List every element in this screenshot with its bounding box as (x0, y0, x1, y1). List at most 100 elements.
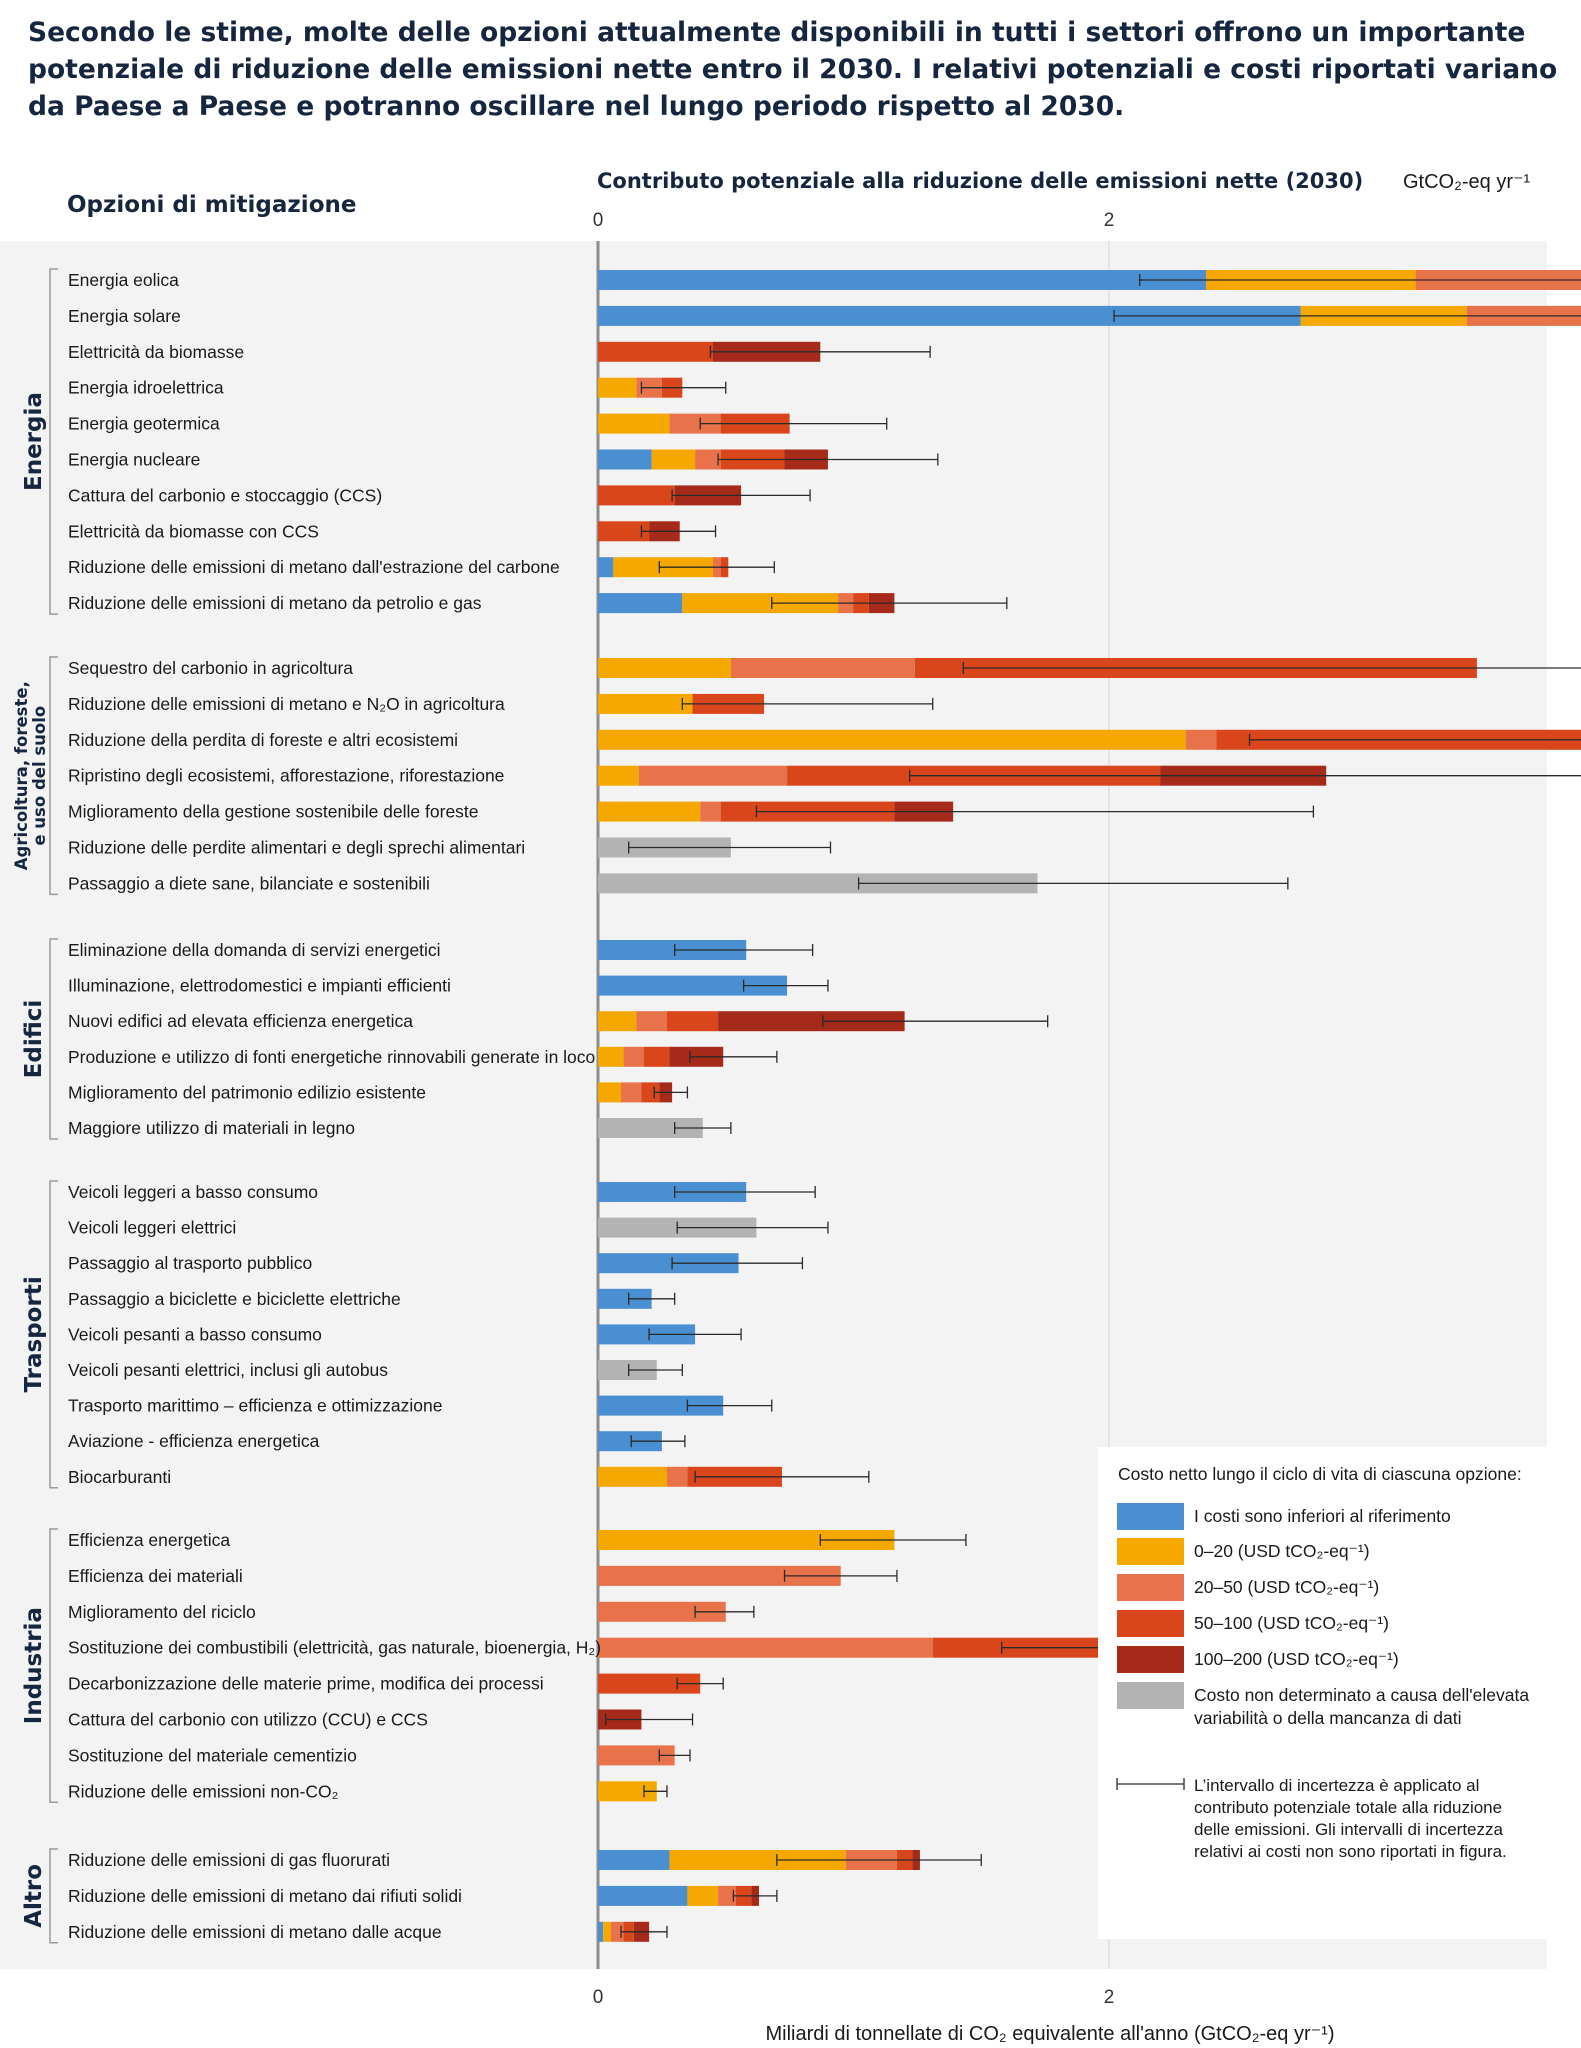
bar-segment-c1 (598, 765, 639, 786)
bar-segment-c0 (598, 1182, 747, 1202)
bar-segment-c0 (598, 940, 747, 960)
bar-segment-c0 (598, 1885, 688, 1906)
uncertainty-note-line: L’intervallo di incertezza è applicato a… (1194, 1776, 1479, 1795)
option-label: Cattura del carbonio e stoccaggio (CCS) (68, 485, 382, 505)
bar-segment-c1 (598, 1082, 621, 1103)
legend-label-part: Costo non determinato a causa dell'eleva… (1194, 1685, 1529, 1705)
sector-label: Industria (21, 1607, 47, 1724)
bar-segment-c0 (598, 1850, 670, 1870)
legend-swatch (1117, 1574, 1184, 1601)
bar-segment-c2 (638, 765, 788, 786)
bar-segment-c3 (598, 485, 675, 506)
sector-label-part: e uso del suolo (30, 706, 49, 846)
option-label: Riduzione della perdita di foreste e alt… (68, 730, 458, 750)
option-label: Riduzione delle emissioni di metano dai … (68, 1886, 462, 1906)
option-label: Sostituzione del materiale cementizio (68, 1745, 357, 1765)
legend-label: 50–100 (USD tCO₂-eq⁻¹) (1194, 1613, 1389, 1633)
option-label: Passaggio a biciclette e biciclette elet… (68, 1289, 401, 1309)
bar-segment-c1 (682, 593, 839, 614)
legend-swatch (1117, 1646, 1184, 1673)
bar-segment-c0 (598, 1324, 696, 1345)
option-label: Riduzione delle emissioni di metano dall… (68, 557, 560, 577)
bar-segment-nd (598, 873, 1038, 894)
option-label: Riduzione delle emissioni non-CO₂ (68, 1781, 338, 1801)
options-header: Opzioni di mitigazione (67, 192, 356, 218)
sector-label: Trasporti (21, 1276, 47, 1392)
bar-segment-c0 (598, 593, 683, 614)
bar-segment-c2 (730, 658, 915, 678)
option-label: Veicoli pesanti a basso consumo (68, 1324, 322, 1344)
legend-label-part: variabilità o della mancanza di dati (1194, 1708, 1462, 1728)
uncertainty-note-line: contributo potenziale totale alla riduzi… (1194, 1798, 1502, 1817)
option-label: Ripristino degli ecosistemi, afforestazi… (68, 766, 504, 786)
option-label: Decarbonizzazione delle materie prime, m… (68, 1674, 544, 1694)
bar-segment-nd (598, 1118, 703, 1138)
option-label: Sequestro del carbonio in agricoltura (68, 658, 353, 678)
bar-segment-c1 (598, 1011, 637, 1032)
bar-segment-c1 (603, 1921, 611, 1942)
legend-label: 20–50 (USD tCO₂-eq⁻¹) (1194, 1577, 1379, 1597)
bar-segment-c0 (598, 1921, 604, 1942)
option-label: Sostituzione dei combustibili (elettrici… (68, 1638, 601, 1658)
option-label: Riduzione delle emissioni di gas fluorur… (68, 1850, 390, 1870)
bar-segment-c0 (598, 557, 614, 578)
legend-label: 0–20 (USD tCO₂-eq⁻¹) (1194, 1541, 1370, 1561)
bar-segment-c2 (598, 1565, 841, 1586)
sector-label-part: Agricoltura, foreste, (12, 681, 31, 870)
uncertainty-note-line: relativi ai costi non sono riportati in … (1194, 1842, 1507, 1861)
bar-segment-c2 (1185, 729, 1217, 750)
option-label: Trasporto marittimo – efficienza e ottim… (68, 1396, 442, 1416)
option-label: Efficienza dei materiali (68, 1566, 243, 1586)
bar-segment-c3 (598, 521, 650, 542)
bar-segment-c0 (598, 975, 788, 996)
bar-segment-c4 (718, 1011, 905, 1032)
sector-bracket (49, 1848, 58, 1944)
option-label: Passaggio a diete sane, bilanciate e sos… (68, 873, 430, 893)
bar-segment-c2 (598, 1745, 675, 1766)
bottom-tick-label: 0 (593, 1987, 604, 2008)
option-label: Energia idroelettrica (68, 378, 224, 398)
bar-segment-c2 (718, 1885, 736, 1906)
option-label: Produzione e utilizzo di fonti energetic… (68, 1047, 595, 1067)
option-label: Aviazione - efficienza energetica (68, 1431, 320, 1451)
option-label: Cattura del carbonio con utilizzo (CCU) … (68, 1710, 428, 1730)
option-label: Passaggio al trasporto pubblico (68, 1253, 312, 1273)
bar-segment-c1 (687, 1885, 719, 1906)
option-label: Elettricità da biomasse con CCS (68, 521, 319, 541)
bar-segment-c1 (669, 1850, 846, 1870)
bar-segment-c2 (666, 1466, 688, 1487)
option-label: Veicoli pesanti elettrici, inclusi gli a… (68, 1360, 388, 1380)
sector-bracket (49, 268, 58, 615)
option-label: Energia solare (68, 306, 181, 326)
sector-label: Energia (21, 392, 47, 491)
legend-swatch (1117, 1682, 1184, 1709)
bar-segment-c1 (598, 413, 670, 434)
bar-segment-c2 (700, 801, 721, 822)
bar-segment-c1 (598, 1781, 657, 1802)
bar-segment-c0 (598, 270, 1207, 290)
top-axis-title: Contributo potenziale alla riduzione del… (597, 169, 1363, 193)
option-label: Illuminazione, elettrodomestici e impian… (68, 976, 451, 996)
option-label: Riduzione delle perdite alimentari e deg… (68, 838, 525, 858)
sector-label: Edifici (21, 1000, 47, 1079)
bar-segment-c0 (598, 1288, 652, 1309)
top-tick-label: 0 (593, 210, 604, 231)
bar-segment-c1 (598, 658, 731, 678)
bottom-axis-title: Miliardi di tonnellate di CO₂ equivalent… (765, 2023, 1334, 2045)
legend-label: I costi sono inferiori al riferimento (1194, 1506, 1451, 1526)
uncertainty-note-line: delle emissioni. Gli intervalli di incer… (1194, 1820, 1504, 1839)
bar-segment-c1 (651, 449, 696, 470)
option-label: Energia nucleare (68, 450, 200, 470)
bar-segment-c2 (623, 1046, 644, 1067)
option-label: Energia eolica (68, 270, 179, 290)
option-label: Maggiore utilizzo di materiali in legno (68, 1118, 355, 1138)
bar-segment-c2 (598, 1601, 726, 1622)
bar-segment-nd (598, 1360, 657, 1380)
option-label: Riduzione delle emissioni di metano dall… (68, 1922, 442, 1942)
bar-segment-c1 (598, 1466, 667, 1487)
legend-swatch (1117, 1503, 1184, 1530)
bar-segment-c0 (598, 1395, 724, 1416)
top-axis-unit: GtCO₂-eq yr⁻¹ (1403, 171, 1531, 193)
bar-segment-c0 (598, 1253, 739, 1274)
